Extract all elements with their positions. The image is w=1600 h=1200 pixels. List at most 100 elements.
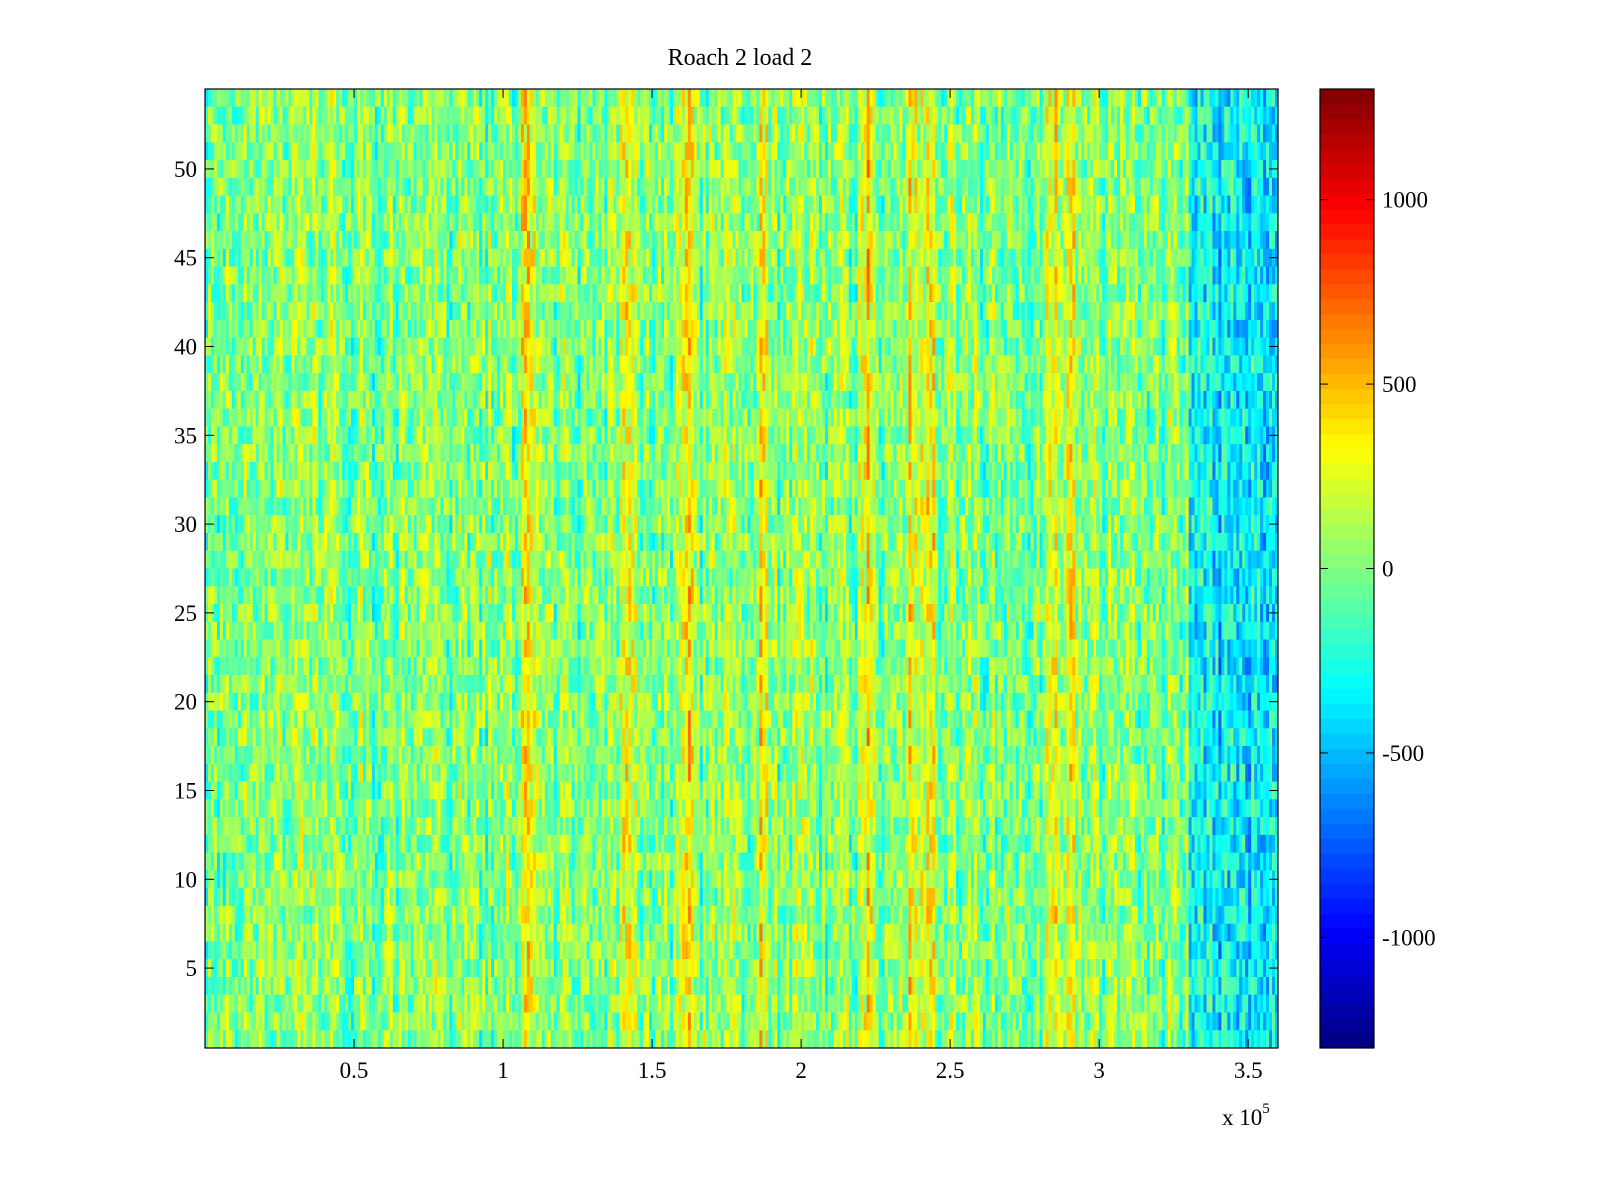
heatmap-cell — [234, 124, 239, 143]
heatmap-cell — [461, 195, 465, 214]
heatmap-cell — [1033, 248, 1037, 267]
heatmap-cell — [261, 142, 266, 161]
heatmap-cell — [723, 177, 727, 196]
heatmap-cell — [425, 284, 429, 303]
heatmap-cell — [741, 177, 745, 196]
heatmap-cell — [1087, 89, 1091, 108]
heatmap-cell — [890, 106, 894, 125]
heatmap-cell — [449, 284, 453, 303]
heatmap-cell — [1164, 248, 1169, 267]
heatmap-cell — [857, 248, 862, 267]
heatmap-cell — [1066, 142, 1070, 161]
heatmap-cell — [491, 266, 495, 285]
heatmap-cell — [473, 248, 477, 267]
heatmap-cell — [216, 319, 221, 339]
heatmap-cell — [574, 231, 578, 250]
heatmap-cell — [1081, 266, 1085, 285]
heatmap-cell — [494, 89, 498, 108]
heatmap-cell — [675, 160, 680, 179]
heatmap-cell — [935, 284, 939, 303]
heatmap-cell — [303, 106, 307, 125]
heatmap-cell — [237, 142, 242, 161]
heatmap-cell — [1224, 231, 1228, 250]
heatmap-cell — [842, 319, 847, 339]
heatmap-cell — [362, 284, 367, 303]
heatmap-cell — [839, 124, 844, 143]
heatmap-cell — [962, 213, 966, 232]
heatmap-cell — [595, 177, 599, 196]
heatmap-cell — [1185, 213, 1189, 232]
heatmap-cell — [1078, 231, 1082, 250]
heatmap-cell — [1051, 284, 1055, 303]
heatmap-cell — [1033, 124, 1037, 143]
heatmap-cell — [649, 302, 653, 321]
heatmap-cell — [944, 302, 948, 321]
heatmap-cell — [357, 177, 361, 196]
heatmap-cell — [753, 124, 757, 143]
heatmap-cell — [1051, 142, 1055, 161]
heatmap-cell — [732, 89, 736, 108]
heatmap-cell — [1009, 319, 1014, 339]
heatmap-cell — [1048, 284, 1052, 303]
heatmap-cell — [1087, 106, 1091, 125]
heatmap-cell — [824, 89, 829, 108]
heatmap-cell — [893, 248, 897, 267]
heatmap-cell — [535, 160, 540, 179]
heatmap-cell — [598, 124, 602, 143]
heatmap-cell — [318, 89, 322, 108]
heatmap-cell — [273, 284, 277, 303]
heatmap-cell — [926, 106, 930, 125]
heatmap-cell — [1009, 142, 1014, 161]
heatmap-cell — [702, 266, 707, 285]
heatmap-cell — [339, 248, 343, 267]
heatmap-cell — [205, 89, 209, 108]
heatmap-cell — [1209, 124, 1213, 143]
heatmap-cell — [801, 302, 805, 321]
heatmap-cell — [643, 302, 647, 321]
heatmap-cell — [893, 231, 897, 250]
heatmap-cell — [804, 106, 808, 125]
heatmap-cell — [273, 248, 277, 267]
heatmap-cell — [1096, 160, 1100, 179]
heatmap-cell — [571, 89, 575, 108]
heatmap-cell — [622, 160, 626, 179]
heatmap-cell — [464, 89, 468, 108]
heatmap-cell — [681, 231, 686, 250]
heatmap-cell — [440, 106, 444, 125]
heatmap-cell — [971, 319, 975, 339]
heatmap-cell — [965, 142, 969, 161]
heatmap-cell — [1045, 266, 1049, 285]
heatmap-cell — [804, 266, 808, 285]
heatmap-cell — [616, 248, 620, 267]
heatmap-cell — [1266, 266, 1270, 285]
heatmap-cell — [470, 195, 474, 214]
heatmap-cell — [1170, 248, 1175, 267]
heatmap-cell — [371, 319, 376, 339]
heatmap-cell — [1218, 302, 1222, 321]
heatmap-cell — [920, 89, 924, 108]
heatmap-cell — [905, 248, 909, 267]
heatmap-cell — [535, 106, 540, 125]
heatmap-cell — [228, 319, 233, 339]
heatmap-cell — [434, 195, 438, 214]
heatmap-cell — [544, 248, 549, 267]
heatmap-cell — [878, 195, 882, 214]
heatmap-cell — [979, 89, 984, 108]
heatmap-cell — [902, 319, 906, 339]
heatmap-cell — [386, 89, 391, 108]
heatmap-cell — [273, 142, 277, 161]
heatmap-cell — [255, 266, 260, 285]
heatmap-cell — [470, 284, 474, 303]
heatmap-cell — [1257, 248, 1261, 267]
heatmap-cell — [431, 160, 435, 179]
heatmap-cell — [1084, 142, 1088, 161]
heatmap-cell — [494, 124, 498, 143]
heatmap-cell — [661, 231, 665, 250]
heatmap-cell — [950, 213, 954, 232]
heatmap-cell — [923, 302, 927, 321]
heatmap-cell — [407, 89, 412, 108]
heatmap-cell — [982, 142, 987, 161]
heatmap-cell — [699, 231, 704, 250]
heatmap-cell — [1239, 124, 1243, 143]
heatmap-cell — [446, 142, 450, 161]
